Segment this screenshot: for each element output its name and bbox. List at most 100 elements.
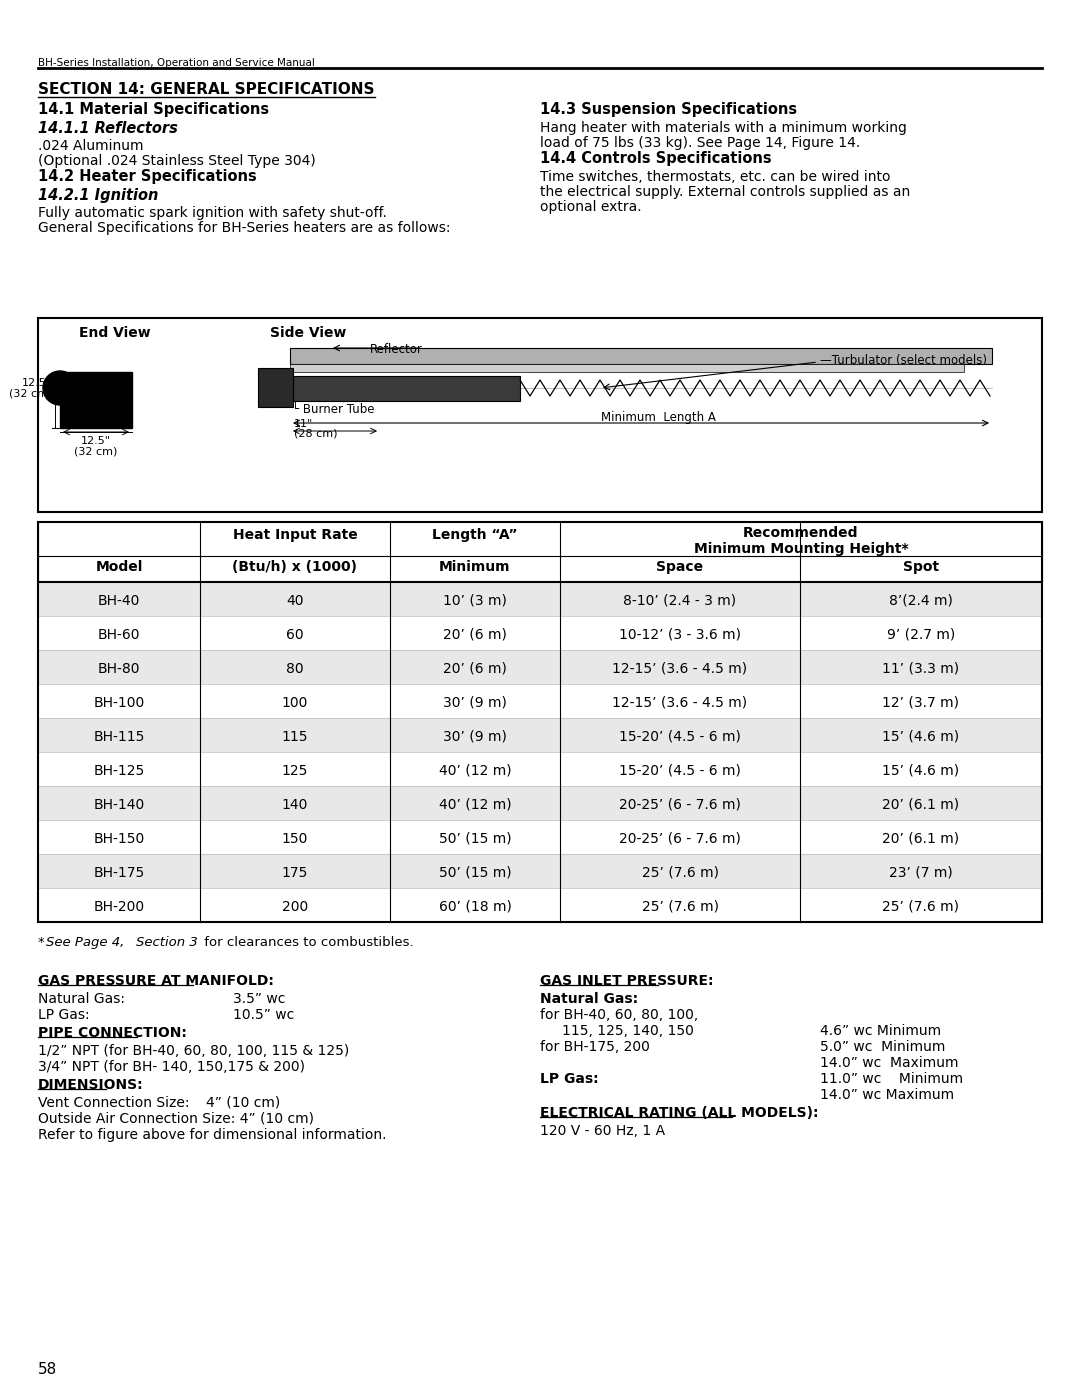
Text: GAS INLET PRESSURE:: GAS INLET PRESSURE:	[540, 974, 714, 988]
Bar	[38, 616, 1042, 650]
Text: BH-150: BH-150	[93, 833, 145, 847]
Text: 11’ (3.3 m): 11’ (3.3 m)	[882, 662, 959, 676]
Text: Section 3: Section 3	[136, 936, 198, 949]
Text: 23’ (7 m): 23’ (7 m)	[889, 866, 953, 880]
Text: BH-200: BH-200	[94, 900, 145, 914]
Text: 12-15’ (3.6 - 4.5 m): 12-15’ (3.6 - 4.5 m)	[612, 662, 747, 676]
Text: 10-12’ (3 - 3.6 m): 10-12’ (3 - 3.6 m)	[619, 629, 741, 643]
Text: —Turbulator (select models): —Turbulator (select models)	[820, 353, 987, 367]
Text: (32 cm): (32 cm)	[9, 388, 52, 398]
Text: for BH-40, 60, 80, 100,: for BH-40, 60, 80, 100,	[540, 1009, 699, 1023]
Text: Reflector: Reflector	[370, 344, 423, 356]
Text: Minimum: Minimum	[440, 560, 511, 574]
Bar	[38, 787, 1042, 820]
Bar	[60, 372, 132, 427]
Text: 1/2” NPT (for BH-40, 60, 80, 100, 115 & 125): 1/2” NPT (for BH-40, 60, 80, 100, 115 & …	[38, 1044, 349, 1058]
Text: for BH-175, 200: for BH-175, 200	[540, 1039, 650, 1053]
Text: Minimum  Length A: Minimum Length A	[600, 411, 716, 425]
Text: General Specifications for BH-Series heaters are as follows:: General Specifications for BH-Series hea…	[38, 221, 450, 235]
Text: the electrical supply. External controls supplied as an: the electrical supply. External controls…	[540, 184, 910, 198]
Text: BH-140: BH-140	[93, 798, 145, 812]
Text: Vent Connection Size:: Vent Connection Size:	[38, 1097, 189, 1111]
Text: 10.5” wc: 10.5” wc	[233, 1009, 294, 1023]
Text: 3/4” NPT (for BH- 140, 150,175 & 200): 3/4” NPT (for BH- 140, 150,175 & 200)	[38, 1060, 305, 1074]
Text: 8-10’ (2.4 - 3 m): 8-10’ (2.4 - 3 m)	[623, 594, 737, 608]
Text: Spot: Spot	[903, 560, 940, 574]
Bar	[38, 820, 1042, 854]
Text: 200: 200	[282, 900, 308, 914]
Text: ELECTRICAL RATING (ALL MODELS):: ELECTRICAL RATING (ALL MODELS):	[540, 1106, 819, 1120]
Bar	[291, 348, 993, 365]
Text: 30’ (9 m): 30’ (9 m)	[443, 731, 507, 745]
Text: Fully automatic spark ignition with safety shut-off.: Fully automatic spark ignition with safe…	[38, 205, 387, 219]
Text: End View: End View	[79, 326, 151, 339]
Text: BH-80: BH-80	[98, 662, 140, 676]
Bar	[291, 376, 519, 401]
Text: (Btu/h) x (1000): (Btu/h) x (1000)	[232, 560, 357, 574]
Text: Refer to figure above for dimensional information.: Refer to figure above for dimensional in…	[38, 1127, 387, 1141]
Text: 58: 58	[38, 1362, 57, 1377]
Bar	[38, 718, 1042, 752]
Text: Natural Gas:: Natural Gas:	[38, 992, 125, 1006]
Text: Length “A”: Length “A”	[432, 528, 517, 542]
Text: 80: 80	[286, 662, 303, 676]
Circle shape	[43, 372, 77, 405]
Text: BH-125: BH-125	[93, 764, 145, 778]
Bar	[38, 888, 1042, 922]
Text: 20’ (6 m): 20’ (6 m)	[443, 662, 507, 676]
Text: 14.0” wc Maximum: 14.0” wc Maximum	[820, 1088, 954, 1102]
Text: Heat Input Rate: Heat Input Rate	[232, 528, 357, 542]
Text: 20’ (6.1 m): 20’ (6.1 m)	[882, 833, 959, 847]
Text: BH-40: BH-40	[98, 594, 140, 608]
Text: 20’ (6 m): 20’ (6 m)	[443, 629, 507, 643]
Text: 14.2.1 Ignition: 14.2.1 Ignition	[38, 189, 159, 203]
Text: 15-20’ (4.5 - 6 m): 15-20’ (4.5 - 6 m)	[619, 764, 741, 778]
Text: BH-Series Installation, Operation and Service Manual: BH-Series Installation, Operation and Se…	[38, 59, 315, 68]
Text: 60: 60	[286, 629, 303, 643]
Text: 20-25’ (6 - 7.6 m): 20-25’ (6 - 7.6 m)	[619, 833, 741, 847]
Text: (32 cm): (32 cm)	[75, 446, 118, 455]
Text: Hang heater with materials with a minimum working: Hang heater with materials with a minimu…	[540, 122, 907, 136]
Text: 20’ (6.1 m): 20’ (6.1 m)	[882, 798, 959, 812]
Bar	[38, 583, 1042, 616]
Text: LP Gas:: LP Gas:	[540, 1071, 598, 1085]
Text: 12-15’ (3.6 - 4.5 m): 12-15’ (3.6 - 4.5 m)	[612, 696, 747, 710]
Text: 150: 150	[282, 833, 308, 847]
Text: 20-25’ (6 - 7.6 m): 20-25’ (6 - 7.6 m)	[619, 798, 741, 812]
Text: *: *	[38, 936, 44, 949]
Bar	[38, 522, 1042, 922]
Text: 140: 140	[282, 798, 308, 812]
Text: 60’ (18 m): 60’ (18 m)	[438, 900, 512, 914]
Text: BH-115: BH-115	[93, 731, 145, 745]
Bar	[291, 365, 964, 372]
Text: 5.0” wc  Minimum: 5.0” wc Minimum	[820, 1039, 945, 1053]
Text: 25’ (7.6 m): 25’ (7.6 m)	[642, 900, 718, 914]
Text: 15-20’ (4.5 - 6 m): 15-20’ (4.5 - 6 m)	[619, 731, 741, 745]
Text: 10’ (3 m): 10’ (3 m)	[443, 594, 507, 608]
Text: Recommended
Minimum Mounting Height*: Recommended Minimum Mounting Height*	[693, 527, 908, 556]
Text: 25’ (7.6 m): 25’ (7.6 m)	[642, 866, 718, 880]
Text: load of 75 lbs (33 kg). See Page 14, Figure 14.: load of 75 lbs (33 kg). See Page 14, Fig…	[540, 136, 861, 149]
Text: Natural Gas:: Natural Gas:	[540, 992, 638, 1006]
Text: 40’ (12 m): 40’ (12 m)	[438, 764, 511, 778]
Text: 11.0” wc    Minimum: 11.0” wc Minimum	[820, 1071, 963, 1085]
Text: 175: 175	[282, 866, 308, 880]
Text: 14.1.1 Reflectors: 14.1.1 Reflectors	[38, 122, 178, 136]
Text: 15’ (4.6 m): 15’ (4.6 m)	[882, 731, 959, 745]
Bar	[38, 752, 1042, 787]
Text: 40: 40	[286, 594, 303, 608]
Text: BH-60: BH-60	[98, 629, 140, 643]
Text: 14.0” wc  Maximum: 14.0” wc Maximum	[820, 1056, 959, 1070]
Text: 3.5” wc: 3.5” wc	[233, 992, 285, 1006]
Text: Space: Space	[657, 560, 703, 574]
Text: 50’ (15 m): 50’ (15 m)	[438, 866, 511, 880]
Text: 125: 125	[282, 764, 308, 778]
Text: 12.5": 12.5"	[81, 436, 111, 446]
Text: 8’(2.4 m): 8’(2.4 m)	[889, 594, 953, 608]
Text: for clearances to combustibles.: for clearances to combustibles.	[200, 936, 414, 949]
Text: GAS PRESSURE AT MANIFOLD:: GAS PRESSURE AT MANIFOLD:	[38, 974, 274, 988]
Text: 40’ (12 m): 40’ (12 m)	[438, 798, 511, 812]
Text: .024 Aluminum: .024 Aluminum	[38, 138, 144, 154]
Bar	[258, 367, 293, 407]
Text: DIMENSIONS:: DIMENSIONS:	[38, 1078, 144, 1092]
